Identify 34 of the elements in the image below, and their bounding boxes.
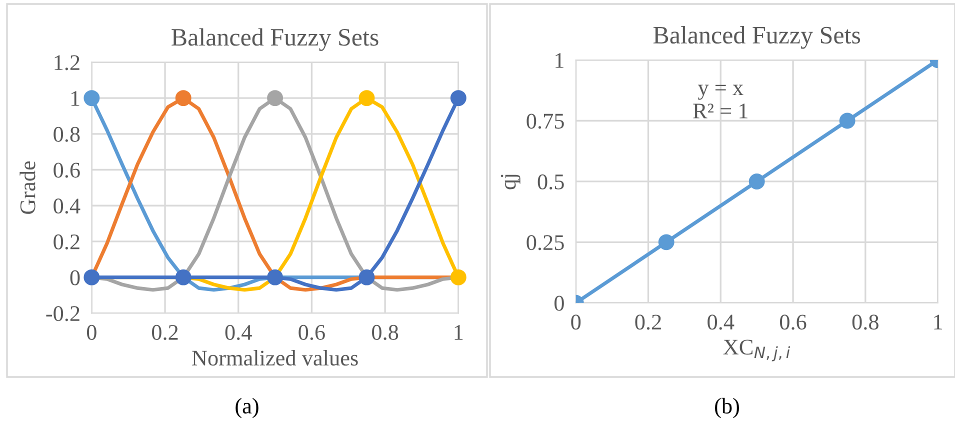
y-tick-label: 0.8 [54,126,80,142]
y-tick-label: 0.6 [54,162,80,178]
y-tick-label: 0.5 [538,174,564,190]
x-tick-label: 0.4 [225,324,252,340]
x-tick-label: 0.8 [852,314,878,330]
y-tick-label: 1 [71,91,80,106]
y-axis-title: Grade [20,161,36,214]
x-tick-label: 0.2 [152,324,178,340]
x-tick-label: 0.2 [635,314,661,330]
x-tick-label: 0.8 [372,324,398,340]
x-tick-label: 0.6 [298,324,325,340]
y-tick-label: 0 [554,296,564,311]
x-tick-label: 0.4 [708,314,734,330]
y-tick-label: 0.75 [526,114,564,129]
text: (b) [715,398,739,418]
y-tick-label: 0.2 [54,234,80,250]
y-tick-label: 0.4 [54,198,80,214]
x-tick-label: 1 [934,314,942,330]
y-axis-title: qj [500,174,520,190]
y-tick-label: 1 [556,53,564,68]
x-axis-title: XC$_{N,j,i}$ [723,340,790,362]
y-tick-label: -0.2 [46,306,80,322]
y-tick-label: 1.2 [54,55,80,70]
x-tick-label: 0.6 [780,314,806,330]
x-tick-label: 0 [86,324,96,340]
annotation: y = x R² = 1 [693,84,748,118]
chart-title: Balanced Fuzzy Sets [172,28,378,51]
y-tick-label: 0 [70,270,80,286]
x-axis-title: Normalized values [192,350,358,366]
y-tick-label: 0.25 [526,235,564,250]
text: (a) [236,398,258,418]
x-tick-label: 1 [454,325,463,340]
chart-title: Balanced Fuzzy Sets [653,26,860,49]
x-tick-label: 0 [571,314,581,330]
